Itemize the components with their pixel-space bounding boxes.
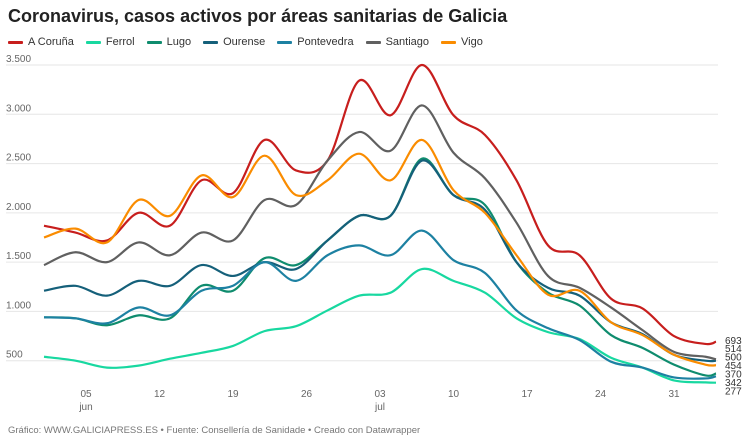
end-value-label: 693 [725,336,742,347]
chart-title: Coronavirus, casos activos por áreas san… [8,6,508,26]
legend-swatch [146,40,162,44]
legend-label: Ourense [223,36,266,48]
end-value-label: 514 [725,344,742,355]
x-tick-label: 12 [154,389,166,400]
x-month-label: jul [374,402,385,413]
legend-item: Ferrol [85,36,135,48]
footer-credits: Gráfico: WWW.GALICIAPRESS.ES • Fuente: C… [8,425,421,436]
x-tick-label: 26 [301,389,313,400]
series-line-ourense [43,159,717,363]
legend-swatch [85,40,101,44]
x-tick-label: 24 [595,389,607,400]
x-tick-label: 31 [668,389,680,400]
x-tick-label: 03 [374,389,386,400]
legend-swatch [365,40,381,44]
end-value-label: 500 [725,353,742,364]
legend-item: Santiago [365,36,429,48]
end-value-label: 370 [725,370,742,381]
y-tick-label: 2.000 [6,202,31,213]
legend-label: Ferrol [105,36,135,48]
line-chart: 500 1.000 1.500 2.000 2.500 3.000 3.500 05 jun 12… [6,54,742,413]
y-tick-label: 3.500 [6,54,31,65]
y-tick-label: 1.500 [6,251,31,262]
x-month-label: jun [78,402,92,413]
legend-swatch [441,40,456,44]
series-line-santiago [43,104,717,361]
legend-item: A Coruña [8,36,74,48]
end-value-label: 277 [725,387,742,398]
series-line-a-coru-a [43,63,717,346]
legend-item: Lugo [146,36,192,48]
x-tick-label: 19 [227,389,239,400]
end-value-label: 454 [725,361,742,372]
legend-item: Vigo [441,36,483,48]
x-tick-label: 05 [80,389,92,400]
legend-item: Ourense [203,36,265,48]
series-line-pontevedra [43,229,717,380]
series-line-lugo [43,157,717,377]
x-tick-label: 17 [521,389,533,400]
legend-label: A Coruña [28,36,74,48]
series-line-vigo [43,138,717,367]
y-tick-label: 1.000 [6,300,31,311]
x-tick-label: 10 [448,389,460,400]
y-tick-label: 500 [6,350,23,361]
legend-label: Lugo [166,36,192,48]
y-tick-label: 3.000 [6,103,31,114]
legend-item: Pontevedra [277,36,354,48]
series-line-ferrol [43,267,717,384]
legend-swatch [277,40,293,44]
legend-swatch [8,40,23,44]
end-value-label: 342 [725,378,742,389]
legend-label: Vigo [461,36,483,48]
legend-label: Santiago [385,36,429,48]
legend: A Coruña Ferrol Lugo Ourense Pontevedra Santi… [8,36,483,48]
legend-label: Pontevedra [297,36,354,48]
legend-swatch [203,40,219,44]
y-tick-label: 2.500 [6,153,31,164]
